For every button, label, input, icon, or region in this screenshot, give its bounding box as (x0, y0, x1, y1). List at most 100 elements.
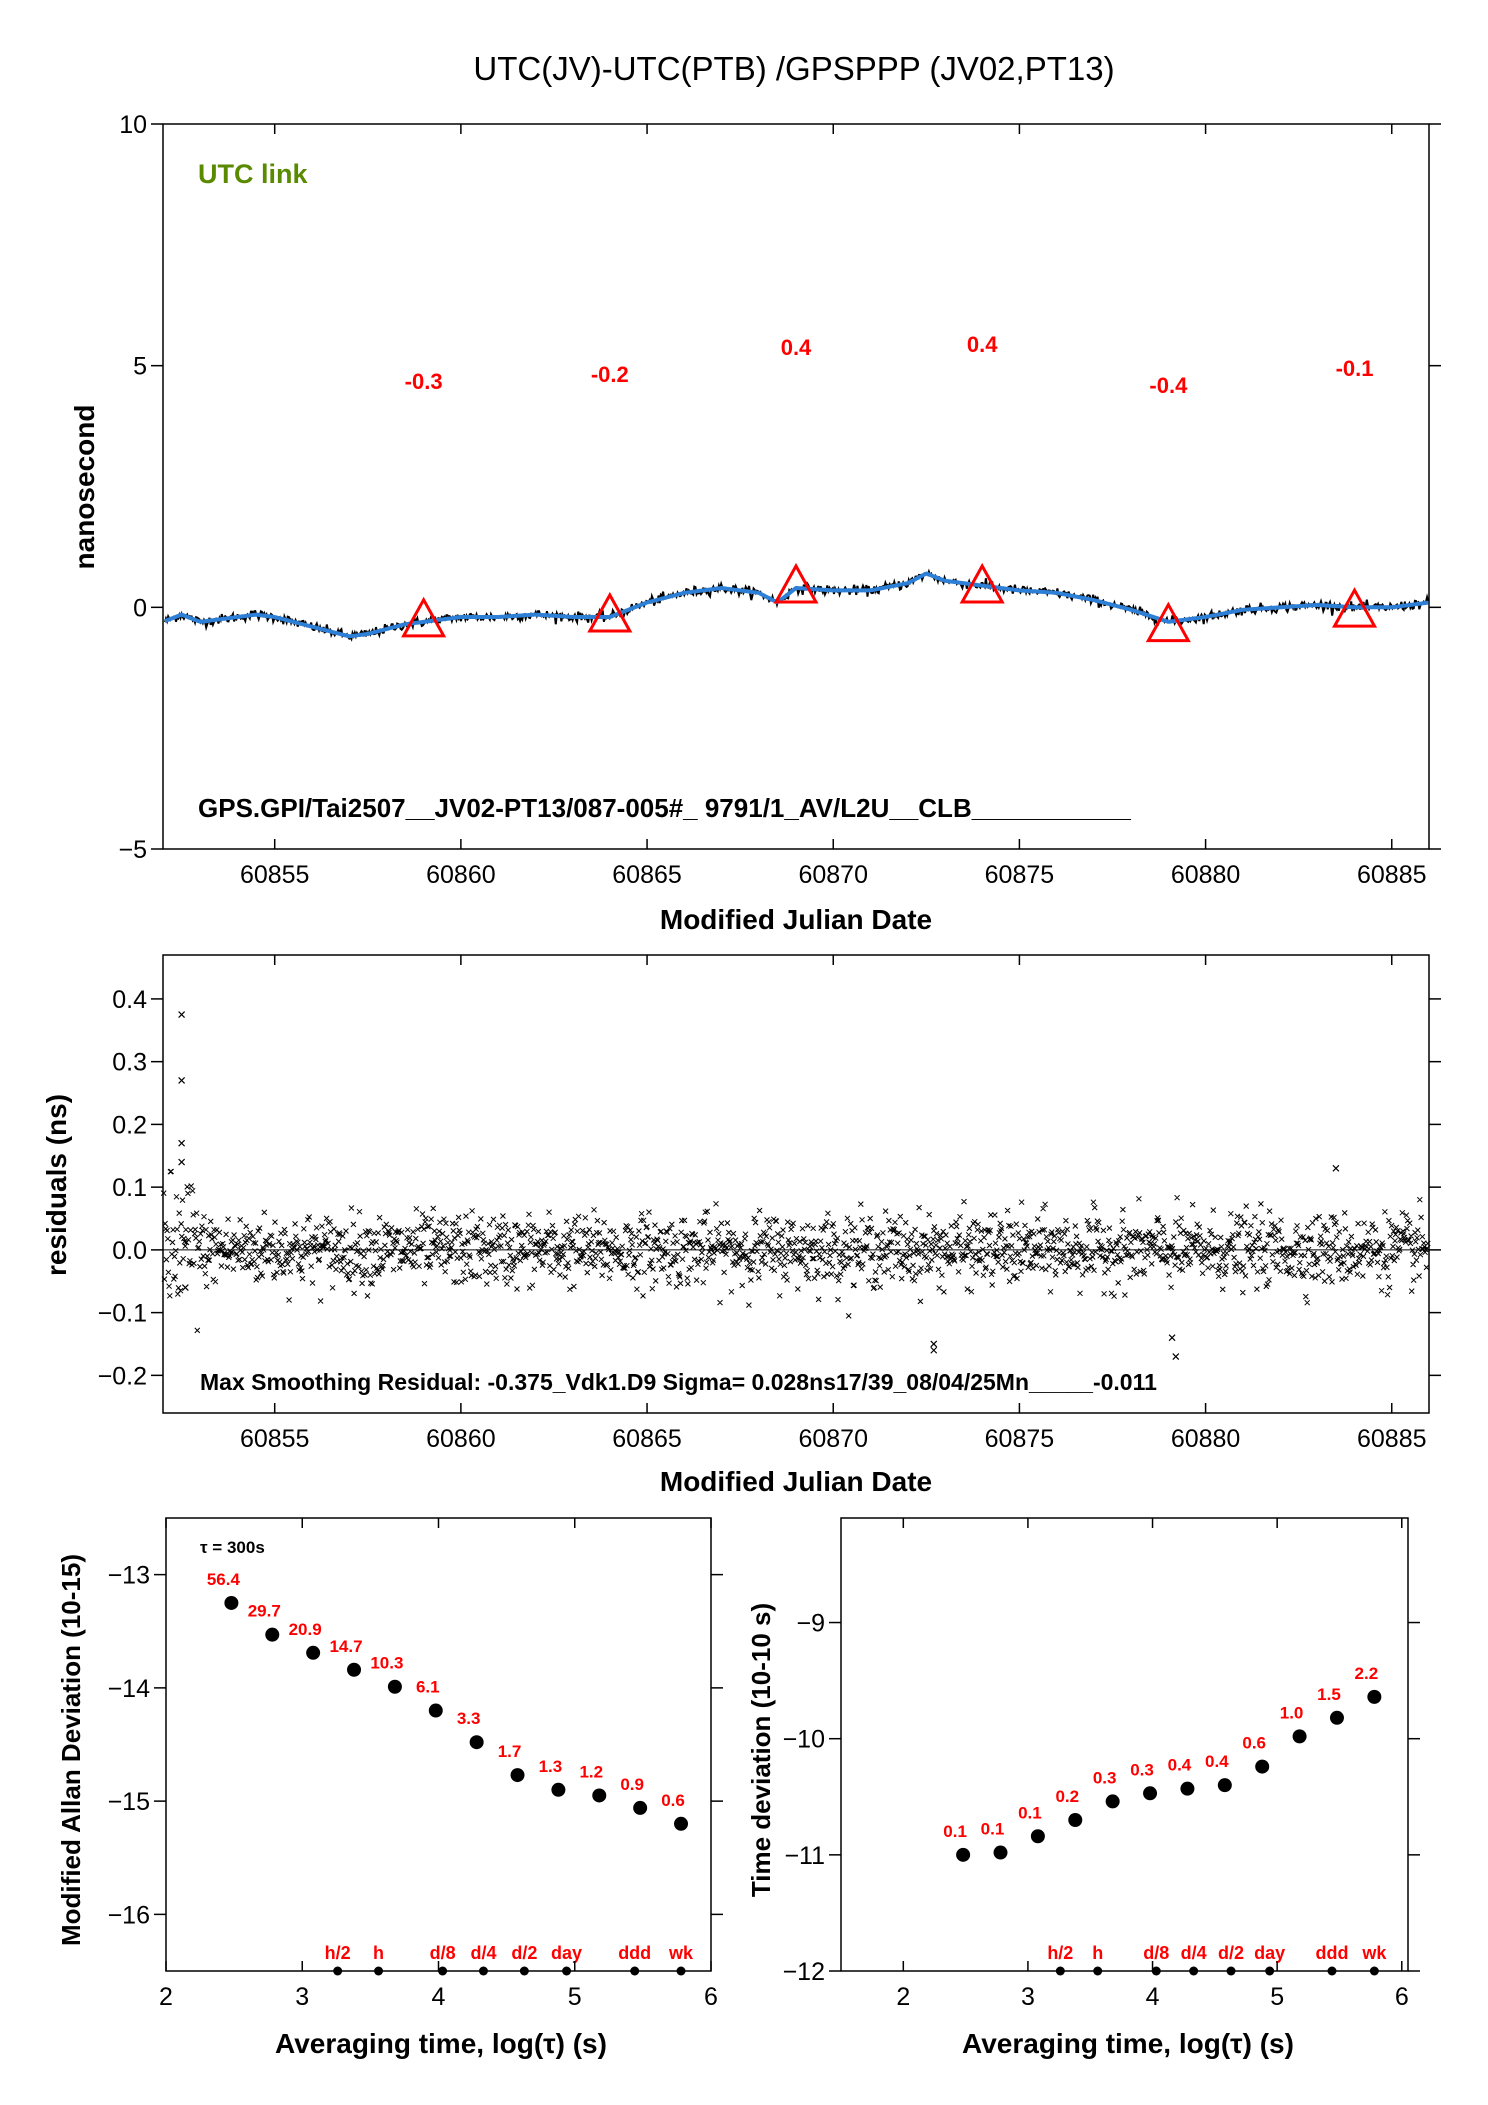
y-tick-label: 0.1 (112, 1174, 147, 1202)
y-tick-label: −0.1 (98, 1300, 147, 1328)
y-tick-label: −9 (796, 1610, 825, 1638)
x-axis-label: Averaging time, log(τ) (s) (275, 2028, 607, 2059)
time-deviation-panel: 0.1 0.1 0.1 0.2 0.3 0.3 0.4 0.4 0.6 1.0 1.5 2.2 h/2 h… (746, 1517, 1420, 2059)
time-marker-dot (519, 1966, 529, 1976)
x-tick-label: 2 (896, 1983, 910, 2011)
marker-layer: -0.3 -0.2 0.4 0.4 -0.4 -0.1 (401, 332, 1378, 643)
deviation-value-label: 0.3 (1093, 1768, 1117, 1787)
plot-frame (162, 123, 1430, 850)
deviation-point (592, 1788, 607, 1803)
y-axis-label: residuals (ns) (41, 1094, 72, 1276)
y-tick-label: −12 (783, 1958, 825, 1986)
deviation-value-label: 0.1 (943, 1822, 967, 1841)
allan-deviation-panel: 56.4 29.7 20.9 14.7 10.3 6.1 3.3 1.7 1.3 1.2 0.9 0.… (56, 1517, 723, 2059)
deviation-point (224, 1595, 239, 1610)
y-tick-label: 5 (133, 353, 147, 381)
y-tick-label: 0 (133, 594, 147, 622)
time-marker-dot (1055, 1966, 1065, 1976)
residual-outlier-point (178, 1077, 186, 1084)
axes-layer: 60855 60860 60865 60870 60875 60880 60885 −5 0 5 1… (118, 111, 1441, 889)
time-marker-label: h (1092, 1943, 1103, 1963)
deviation-point (347, 1662, 362, 1677)
tau-label: τ = 300s (200, 1538, 265, 1557)
y-axis-label: nanosecond (69, 405, 100, 570)
deviation-point (956, 1847, 971, 1862)
y-tick-label: −10 (783, 1726, 825, 1754)
smoothed-series-line (164, 571, 1429, 639)
time-marker-dot (1369, 1966, 1379, 1976)
tdev-points-layer: 0.1 0.1 0.1 0.2 0.3 0.3 0.4 0.4 0.6 1.0 1.5 2.2 h/2 h… (943, 1664, 1387, 1976)
plot-frame (840, 1517, 1409, 1972)
axes-layer: 2 3 4 5 6 −12 −11 −10 −9 (783, 1518, 1420, 2011)
residual-outlier-point (181, 1284, 189, 1291)
deviation-point (1105, 1794, 1120, 1809)
x-axis-label: Modified Julian Date (660, 904, 932, 935)
residual-outlier-point (1332, 1164, 1340, 1172)
deviation-point (1180, 1781, 1195, 1796)
deviation-point (510, 1768, 525, 1783)
time-marker-dot (1151, 1966, 1161, 1976)
deviation-value-label: 1.5 (1317, 1685, 1341, 1704)
deviation-point (1030, 1829, 1045, 1844)
deviation-point (633, 1800, 648, 1815)
deviation-point (306, 1645, 321, 1660)
time-marker-dot (1265, 1966, 1275, 1976)
x-tick-label: 60855 (240, 861, 310, 889)
time-marker-label: wk (1361, 1943, 1387, 1963)
x-tick-label: 5 (568, 1983, 582, 2011)
y-tick-label: −11 (784, 1842, 825, 1870)
y-tick-label: −5 (118, 836, 147, 864)
residual-outlier-point (178, 1139, 186, 1147)
triangle-marker (1331, 587, 1378, 628)
deviation-point (674, 1816, 689, 1831)
y-tick-label: 0.0 (112, 1237, 147, 1265)
y-tick-label: −15 (108, 1788, 150, 1816)
raw-data-series (163, 568, 1430, 642)
residual-outlier-point (930, 1346, 938, 1354)
time-marker-label: d/8 (430, 1943, 456, 1963)
marker-value-label: -0.1 (1336, 356, 1374, 381)
x-tick-label: 60875 (985, 861, 1055, 889)
deviation-value-label: 10.3 (370, 1654, 403, 1673)
deviation-value-label: 20.9 (289, 1620, 322, 1639)
time-marker-dot (1093, 1966, 1103, 1976)
time-marker-label: d/4 (1181, 1943, 1207, 1963)
axes-layer: 2 3 4 5 6 −16 −15 −14 −13 (108, 1518, 723, 2011)
triangle-marker (587, 591, 633, 633)
residual-annotation: Max Smoothing Residual: -0.375_Vdk1.D9 S… (200, 1369, 1157, 1395)
x-tick-label: 4 (432, 1983, 446, 2011)
x-tick-label: 60885 (1357, 1425, 1427, 1453)
mdev-points-layer: 56.4 29.7 20.9 14.7 10.3 6.1 3.3 1.7 1.3 1.2 0.9 0.… (207, 1570, 694, 1976)
y-tick-label: −0.2 (98, 1362, 147, 1390)
time-marker-dot (630, 1966, 640, 1976)
deviation-value-label: 0.9 (620, 1775, 644, 1794)
deviation-point (1217, 1778, 1232, 1793)
triangle-marker (773, 562, 819, 604)
deviation-point (1143, 1786, 1158, 1801)
deviation-value-label: 0.4 (1205, 1752, 1229, 1771)
deviation-value-label: 3.3 (457, 1709, 481, 1728)
deviation-point (993, 1845, 1008, 1860)
y-tick-label: 0.2 (112, 1111, 147, 1139)
time-marker-label: day (1254, 1943, 1285, 1963)
x-tick-label: 60875 (985, 1425, 1055, 1453)
y-tick-label: −13 (108, 1562, 150, 1590)
time-marker-label: d/8 (1143, 1943, 1169, 1963)
x-tick-label: 3 (295, 1983, 309, 2011)
time-difference-panel: -0.3 -0.20.4 0.4-0.4-0.1 60855 60860 60865 60… (69, 111, 1441, 935)
time-marker-label: h/2 (1047, 1943, 1073, 1963)
axes-layer: 60855 60860 60865 60870 60875 60880 60885 −0.2 −… (98, 955, 1441, 1453)
chart-title: UTC(JV)-UTC(PTB) /GPSPPP (JV02,PT13) (473, 50, 1114, 87)
time-marker-dot (374, 1966, 384, 1976)
marker-value-label: 0.4 (967, 332, 998, 357)
link-file-label: GPS.GPI/Tai2507__JV02-PT13/087-005#_ 979… (198, 793, 1131, 823)
deviation-point (387, 1679, 402, 1694)
x-tick-label: 60870 (798, 861, 868, 889)
marker-value-label: -0.4 (1149, 373, 1188, 398)
deviation-point (551, 1782, 566, 1797)
deviation-point (428, 1703, 443, 1718)
triangle-marker (959, 562, 1005, 604)
x-tick-label: 6 (1395, 1983, 1409, 2011)
time-marker-dot (562, 1966, 572, 1976)
residual-outlier-point (930, 1340, 938, 1348)
